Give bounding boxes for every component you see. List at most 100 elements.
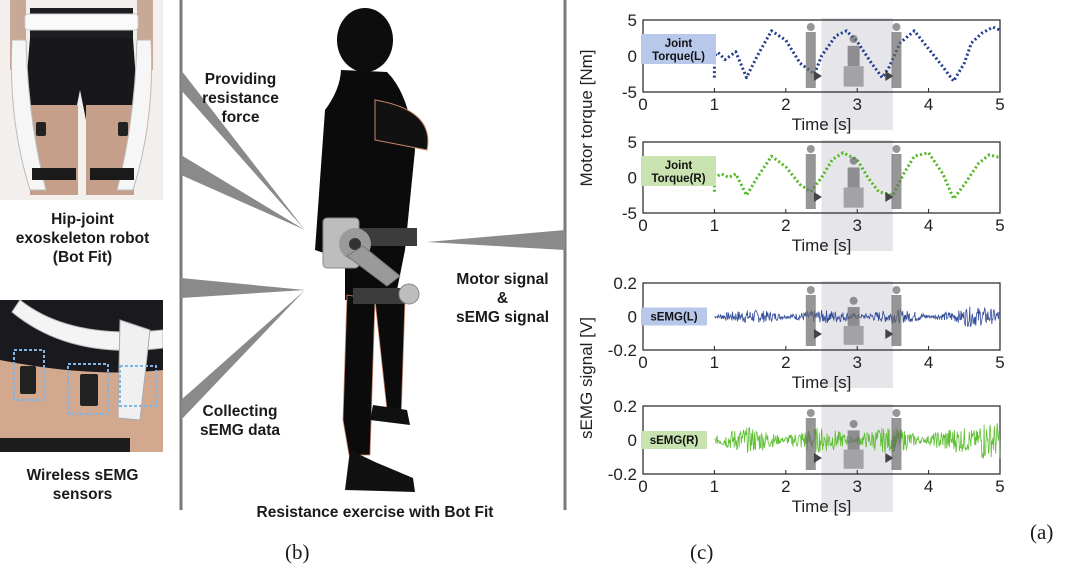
legend-label-line1: Joint [665,160,693,172]
y-tick-label: -5 [622,204,637,223]
wireless-sensor-image [0,300,163,452]
sensor-caption-line1: Wireless sEMG [26,467,139,484]
x-tick-label: 5 [995,353,1004,372]
squat-pictogram [843,420,864,469]
legend-label-line2: Torque(R) [651,173,705,185]
panel-label-a: (a) [1030,520,1054,544]
y-tick-label: 0 [628,308,637,327]
x-tick-label: 1 [710,216,719,235]
x-tick-label: 1 [710,353,719,372]
arrow-icon [885,329,894,339]
x-tick-label: 4 [924,216,933,235]
squat-pictogram [843,35,864,87]
legend-label: sEMG(R) [650,435,699,447]
arrow-icon [813,192,822,202]
y-tick-label: 0.2 [613,274,637,293]
sensor-photo [0,300,163,452]
signal-label: Motor signal & sEMG signal [440,270,565,327]
squat-pictogram [805,409,816,470]
x-tick-label: 4 [924,477,933,496]
y-tick-label: -0.2 [608,465,637,484]
arrow-icon [813,71,822,81]
collect-label-line1: Collecting [202,403,278,420]
legend-label-line1: Joint [665,38,693,50]
arrow-icon [885,453,894,463]
x-axis-label: Time [s] [792,236,852,255]
exoskeleton-robot-image [0,0,163,200]
y-tick-label: 0 [628,431,637,450]
squat-pictogram [805,145,816,209]
panel-label-b: (b) [285,540,310,564]
x-tick-label: 2 [781,353,790,372]
x-tick-label: 5 [995,477,1004,496]
resistance-label-line3: force [221,109,260,126]
bottom-caption: Resistance exercise with Bot Fit [256,504,494,521]
x-tick-label: 3 [852,477,861,496]
arrow-icon [885,71,894,81]
squat-pictogram [843,156,864,208]
x-tick-label: 5 [995,216,1004,235]
x-tick-label: 0 [638,95,647,114]
legend-label-line2: Torque(L) [652,51,705,63]
x-tick-label: 3 [852,353,861,372]
y-tick-label: 0 [628,169,637,188]
squat-pictogram [805,286,816,346]
x-tick-label: 4 [924,95,933,114]
x-axis-label: Time [s] [792,497,852,516]
exoskeleton-icon [322,217,420,305]
x-axis-label: Time [s] [792,115,852,134]
x-tick-label: 2 [781,95,790,114]
sensor-caption: Wireless sEMG sensors [0,466,165,504]
legend-label: sEMG(L) [650,312,697,324]
x-tick-label: 3 [852,216,861,235]
x-tick-label: 2 [781,216,790,235]
squat-pictogram [843,296,864,345]
collect-label: Collecting sEMG data [190,402,290,440]
x-tick-label: 0 [638,353,647,372]
resistance-label-line2: resistance [202,90,279,107]
resistance-label-line1: Providing [204,71,277,88]
x-tick-label: 0 [638,216,647,235]
y-tick-label: -0.2 [608,341,637,360]
squat-pictogram [891,145,902,209]
robot-caption: Hip-joint exoskeleton robot (Bot Fit) [0,210,165,267]
middle-diagram [179,0,567,510]
signal-label-line2: & [496,290,509,307]
x-tick-label: 4 [924,353,933,372]
signal-label-line1: Motor signal [456,271,549,288]
arrow-icon [813,329,822,339]
y-tick-label: 5 [628,11,637,30]
x-tick-label: 1 [710,477,719,496]
y-tick-label: 0.2 [613,397,637,416]
panel-label-c: (c) [690,540,714,564]
torque-series-line [712,151,1001,201]
x-tick-label: 2 [781,477,790,496]
arrow-icon [885,192,894,202]
legend-box [641,307,707,326]
x-tick-label: 1 [710,95,719,114]
legend-box [641,431,707,449]
y-tick-label: 5 [628,133,637,152]
y-axis-label-semg: sEMG signal [V] [577,317,596,439]
squat-pictogram [891,409,902,470]
robot-caption-line3: (Bot Fit) [52,249,113,266]
squat-pictogram [891,286,902,346]
sensor-caption-line2: sensors [52,486,113,503]
y-axis-label-torque: Motor torque [Nm] [577,50,596,187]
legend-box [641,34,716,64]
squat-pictogram [805,23,816,88]
x-axis-label: Time [s] [792,373,852,392]
x-tick-label: 5 [995,95,1004,114]
y-tick-label: -5 [622,83,637,102]
y-tick-label: 0 [628,47,637,66]
arrow-icon [813,453,822,463]
robot-caption-line2: exoskeleton robot [15,230,150,247]
squat-pictogram [891,23,902,88]
resistance-label: Providing resistance force [183,70,298,127]
